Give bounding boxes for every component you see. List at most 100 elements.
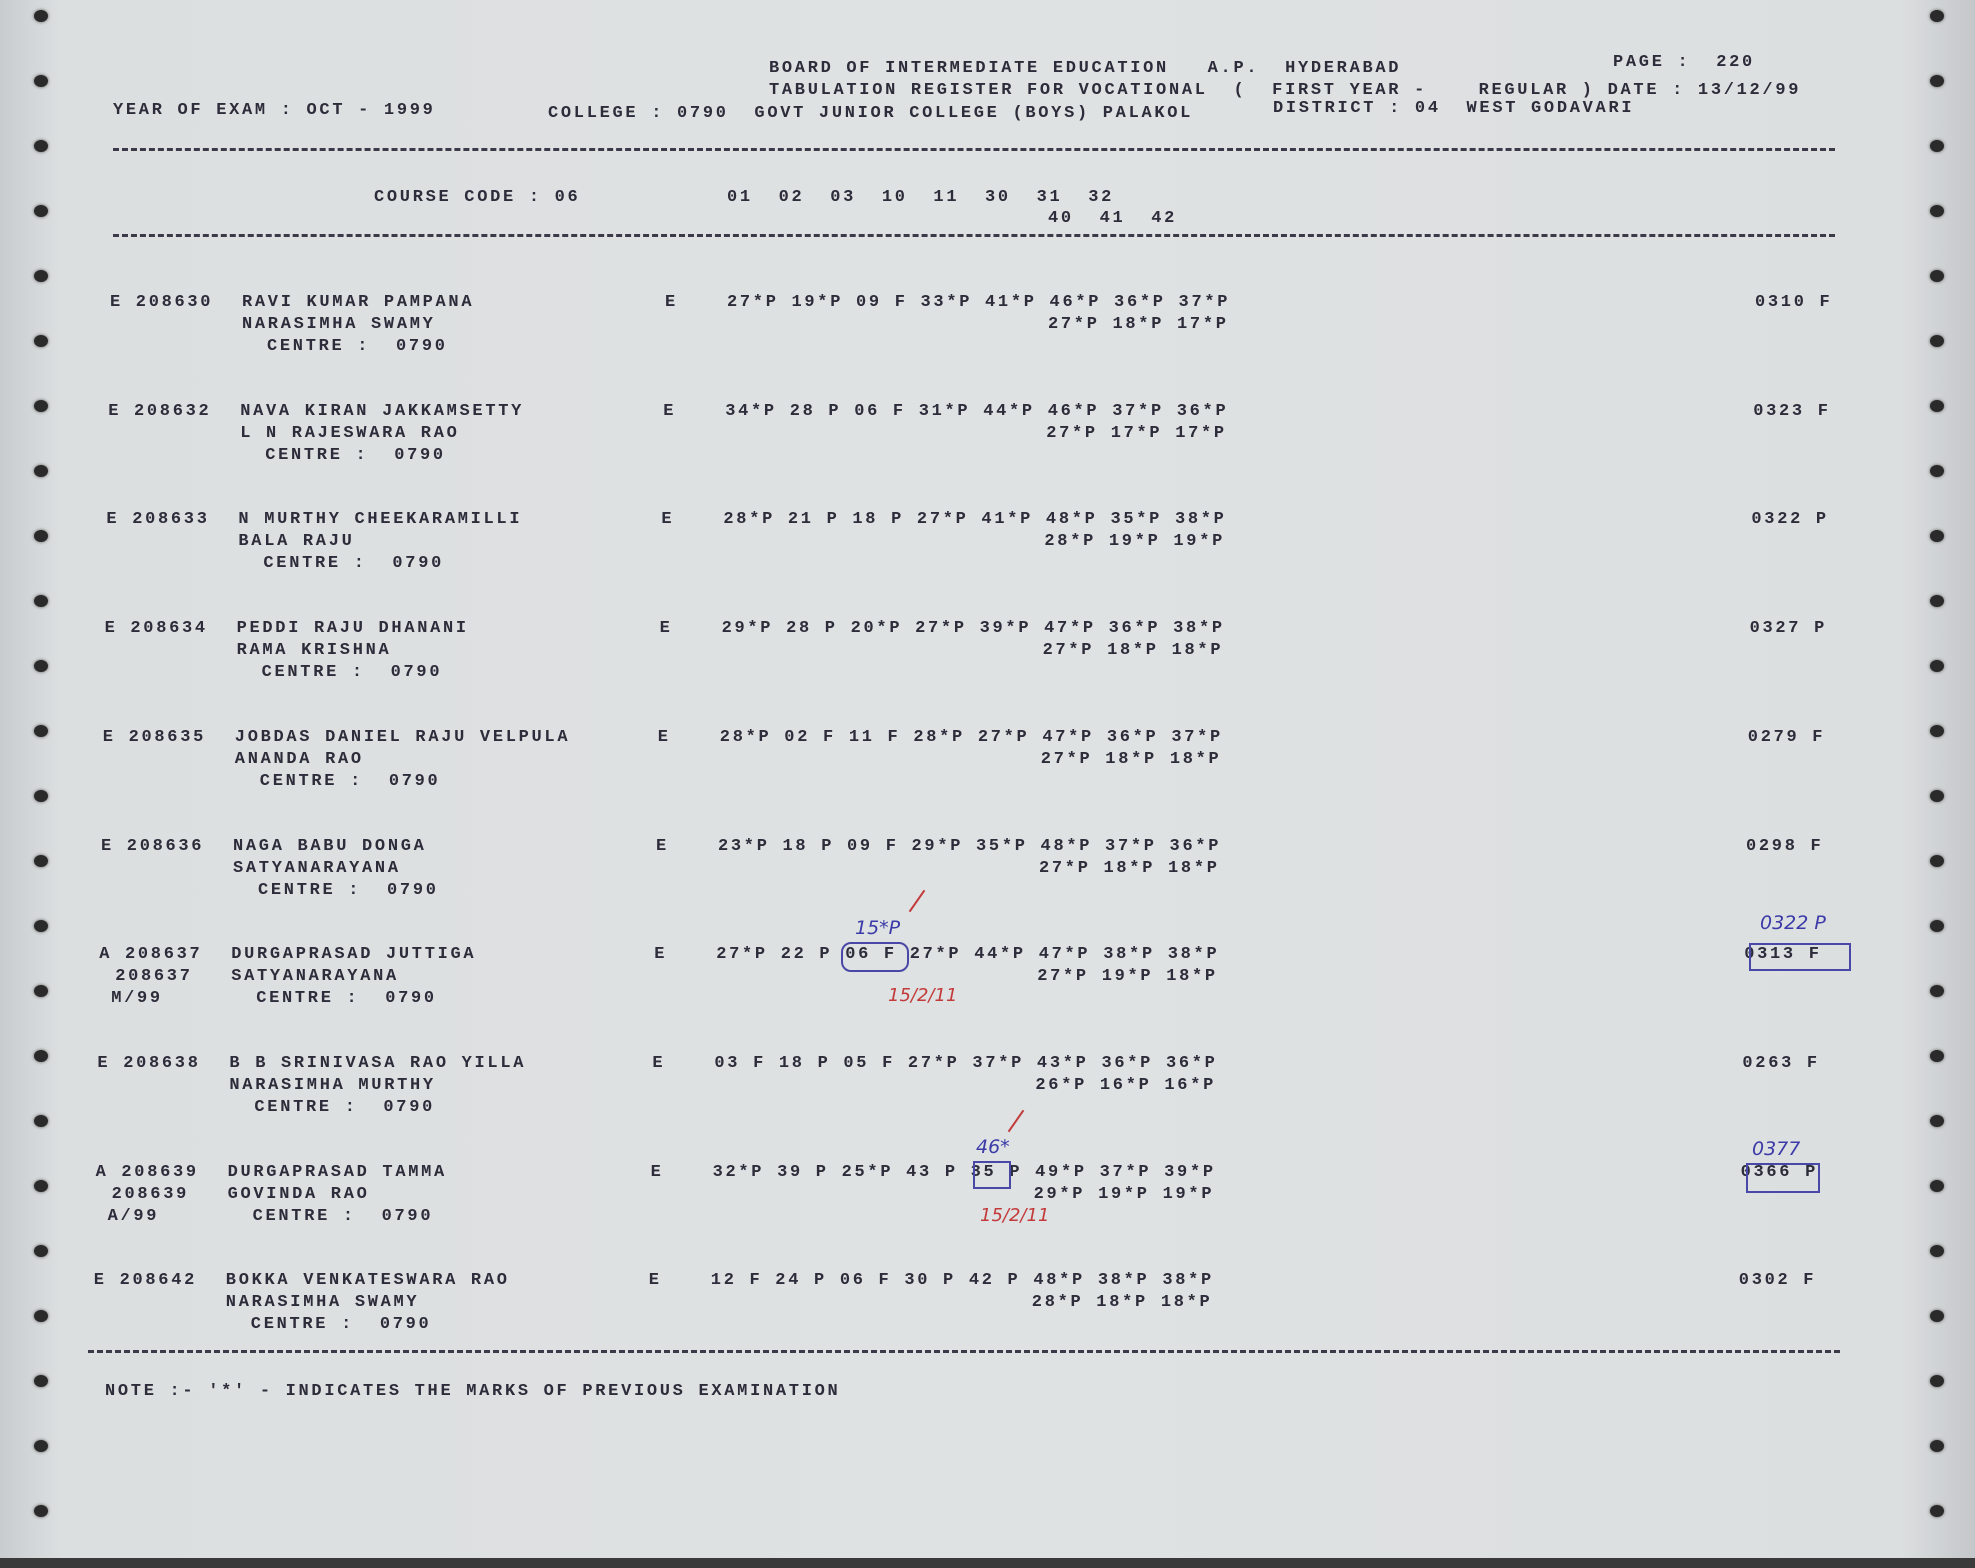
feed-hole — [34, 270, 48, 282]
record-id3: M/99 — [111, 989, 163, 1009]
record-marks1: 29*P 28 P 20*P 27*P 39*P 47*P 36*P 38*P — [721, 619, 1225, 639]
record-marks1: 12 F 24 P 06 F 30 P 42 P 48*P 38*P 38*P — [710, 1271, 1214, 1291]
subject-codes-row1: 01 02 03 10 11 30 31 32 — [727, 188, 1115, 207]
footnote: NOTE :- '*' - INDICATES THE MARKS OF PRE… — [105, 1382, 841, 1401]
record-parent: NARASIMHA SWAMY — [225, 1293, 420, 1313]
record-medium: E — [661, 510, 675, 530]
record-name: DURGAPRASAD JUTTIGA — [231, 945, 477, 965]
feed-hole — [1930, 75, 1944, 87]
feed-hole — [1930, 205, 1944, 217]
record-total: 0263 F — [1742, 1053, 1820, 1073]
year-of-exam: YEAR OF EXAM : OCT - 1999 — [113, 101, 436, 120]
record-id: E 208633 — [106, 510, 210, 530]
feed-hole — [1930, 335, 1944, 347]
record-marks2: 28*P 19*P 19*P — [1044, 532, 1226, 552]
record-marks2: 27*P 18*P 18*P — [1040, 749, 1222, 769]
record-marks1: 28*P 21 P 18 P 27*P 41*P 48*P 35*P 38*P — [723, 510, 1227, 530]
record-centre: CENTRE : 0790 — [263, 554, 445, 574]
record-marks2: 27*P 17*P 17*P — [1046, 423, 1227, 443]
boxed-total — [1749, 943, 1851, 971]
record-name: N MURTHY CHEEKARAMILLI — [238, 510, 523, 530]
feed-hole — [34, 920, 48, 932]
divider — [113, 148, 1835, 151]
course-code: COURSE CODE : 06 — [374, 188, 581, 207]
record-id2: 208639 — [111, 1184, 190, 1204]
record-name: NAGA BABU DONGA — [233, 836, 427, 856]
record-total: 0298 F — [1746, 836, 1824, 856]
record-id: E 208630 — [110, 293, 214, 312]
record-centre: CENTRE : 0790 — [265, 445, 446, 465]
feed-hole — [34, 400, 48, 412]
feed-hole — [34, 465, 48, 477]
feed-hole — [34, 10, 48, 22]
feed-hole — [1930, 790, 1944, 802]
feed-hole — [34, 855, 48, 867]
record-medium: E — [665, 293, 678, 312]
record-medium: E — [659, 619, 673, 639]
record-marks2: 27*P 19*P 18*P — [1037, 967, 1218, 987]
feed-hole — [1930, 530, 1944, 542]
record-marks2: 28*P 18*P 18*P — [1031, 1293, 1213, 1313]
feed-hole — [34, 1245, 48, 1257]
feed-hole — [1930, 1310, 1944, 1322]
feed-hole — [1930, 1440, 1944, 1452]
record-total: 0366 P — [1740, 1162, 1819, 1182]
feed-hole — [34, 790, 48, 802]
record-name: PEDDI RAJU DHANANI — [236, 619, 469, 639]
feed-hole — [1930, 985, 1944, 997]
record-marks1: 27*P 22 P 06 F 27*P 44*P 47*P 38*P 38*P — [716, 945, 1220, 965]
record-parent: RAMA KRISHNA — [236, 641, 392, 661]
record-id: E 208632 — [108, 401, 212, 421]
record-total: 0323 F — [1753, 401, 1831, 421]
record-marks2: 27*P 18*P 18*P — [1042, 641, 1224, 661]
record-centre: CENTRE : 0790 — [261, 663, 443, 683]
feed-hole — [1930, 140, 1944, 152]
record-id3: A/99 — [107, 1206, 160, 1226]
record-total: 0302 F — [1738, 1271, 1817, 1291]
record-centre: CENTRE : 0790 — [254, 1097, 436, 1117]
feed-hole — [34, 1505, 48, 1517]
record-marks2: 27*P 18*P 17*P — [1048, 315, 1229, 334]
feed-hole — [34, 140, 48, 152]
handwritten-corrected-mark: 46* — [976, 1136, 1010, 1158]
feed-hole — [34, 1310, 48, 1322]
record-parent: SATYANARAYANA — [231, 967, 399, 987]
feed-hole — [1930, 725, 1944, 737]
feed-hole — [1930, 270, 1944, 282]
handwritten-corrected-total: 0377 — [1752, 1138, 1801, 1160]
record-centre: CENTRE : 0790 — [258, 880, 439, 900]
record-id: A 208637 — [99, 945, 203, 965]
feed-hole — [1930, 595, 1944, 607]
record-marks1: 34*P 28 P 06 F 31*P 44*P 46*P 37*P 36*P — [725, 401, 1229, 421]
record-medium: E — [650, 1162, 664, 1182]
record-id: E 208642 — [93, 1271, 198, 1291]
feed-hole — [34, 1115, 48, 1127]
record-parent: BALA RAJU — [238, 532, 355, 552]
record-name: BOKKA VENKATESWARA RAO — [225, 1271, 510, 1291]
record-id2: 208637 — [115, 967, 193, 987]
feed-hole — [1930, 1375, 1944, 1387]
feed-hole — [34, 985, 48, 997]
college: COLLEGE : 0790 GOVT JUNIOR COLLEGE (BOYS… — [548, 104, 1194, 123]
feed-hole — [34, 725, 48, 737]
record-parent: NARASIMHA MURTHY — [229, 1075, 436, 1095]
record-id: E 208636 — [101, 836, 205, 856]
feed-hole — [34, 1375, 48, 1387]
circled-mark — [841, 942, 909, 972]
check-mark — [1007, 1109, 1025, 1133]
record-total: 0310 F — [1755, 293, 1833, 312]
feed-hole — [34, 660, 48, 672]
record-medium: E — [663, 401, 677, 421]
feed-hole — [1930, 1180, 1944, 1192]
feed-hole — [34, 530, 48, 542]
record-id: E 208638 — [97, 1053, 201, 1073]
record-total: 0327 P — [1749, 619, 1828, 639]
record-total: 0313 F — [1744, 945, 1822, 965]
record-id: E 208634 — [104, 619, 208, 639]
feed-hole — [1930, 1505, 1944, 1517]
feed-hole — [1930, 10, 1944, 22]
record-parent: NARASIMHA SWAMY — [242, 315, 436, 334]
feed-hole — [34, 335, 48, 347]
record-total: 0322 P — [1751, 510, 1829, 530]
handwritten-corrected-total: 0322 P — [1760, 912, 1826, 934]
